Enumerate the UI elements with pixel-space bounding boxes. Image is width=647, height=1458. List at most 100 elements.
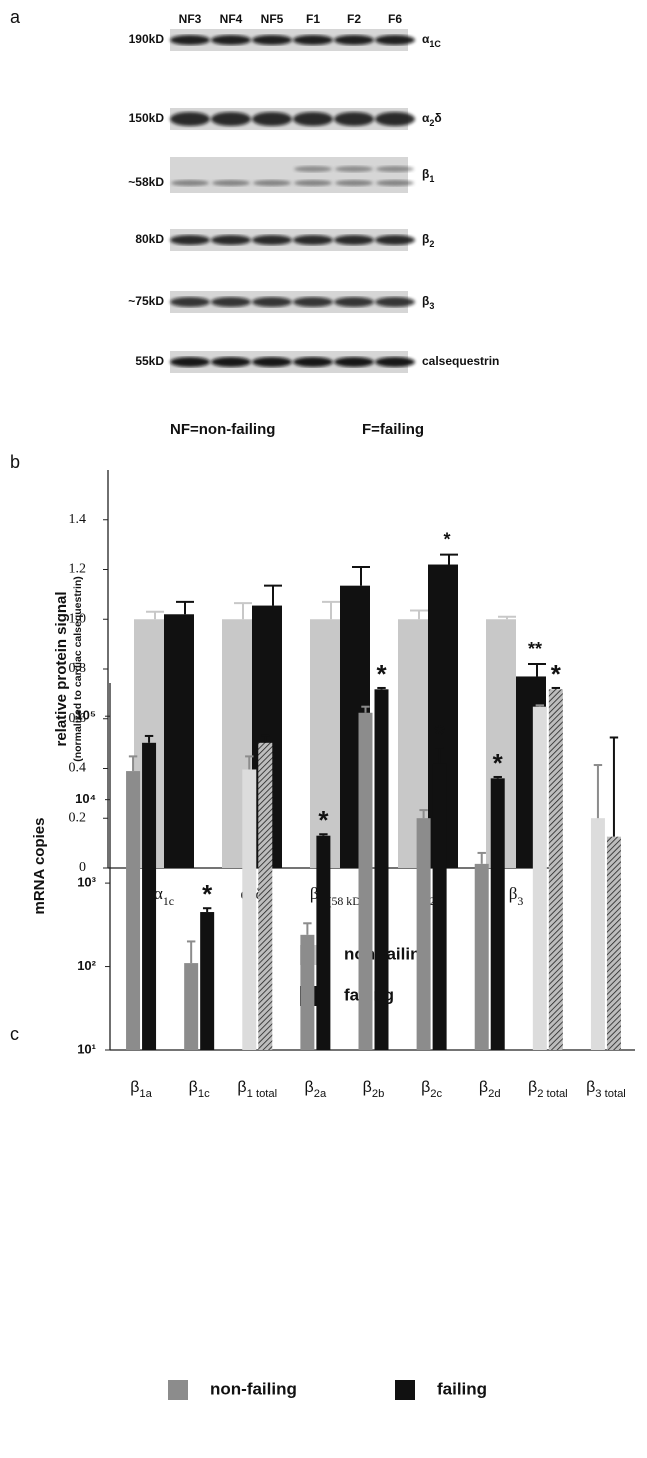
blot-band (376, 180, 414, 186)
size-label: 80kD (135, 232, 164, 246)
bar (549, 689, 563, 1050)
label: α1c (154, 884, 174, 908)
blot-band (211, 235, 251, 245)
bar (164, 614, 194, 868)
label-main: β (421, 1079, 430, 1096)
label-sub: 3 total (595, 1088, 625, 1100)
blot-band (375, 297, 415, 307)
blot-band (253, 180, 291, 186)
bar (258, 743, 272, 1050)
bar (184, 963, 198, 1050)
significance-mark: * (493, 748, 504, 778)
blot-band (375, 112, 415, 126)
y-tick-label: 10⁵ (75, 708, 96, 723)
blot-band (293, 112, 333, 126)
legend-label: non-failing (210, 1379, 297, 1398)
blot-band (375, 35, 415, 45)
panel-label: b (10, 452, 20, 472)
label-sub: 2b (372, 1088, 384, 1100)
label: β2b (363, 1079, 385, 1100)
blot-band (294, 180, 332, 186)
blot-band (335, 166, 373, 172)
label-main: β (509, 884, 518, 903)
label: β1 (422, 167, 434, 184)
label-sub: 1c (198, 1088, 210, 1100)
bar (300, 935, 314, 1050)
label: β2d (479, 1079, 501, 1100)
label-main: β (422, 167, 429, 181)
bar (359, 713, 373, 1050)
label: β1c (189, 1079, 210, 1100)
label-sub: 1a (139, 1088, 152, 1100)
label-main: β (363, 1079, 372, 1096)
y-axis-note: (normalized to cardiac calsequestrin) (72, 576, 84, 762)
size-label: 55kD (135, 354, 164, 368)
y-tick-label: 10⁴ (75, 791, 96, 806)
bar (417, 818, 431, 1050)
y-tick-label: 0 (79, 860, 86, 875)
note: NF=non-failing (170, 421, 275, 438)
bar (475, 864, 489, 1050)
blot-band (211, 357, 251, 367)
label: β3 (509, 884, 524, 908)
label: calsequestrin (422, 354, 499, 368)
blot-band (334, 235, 374, 245)
bar (607, 837, 621, 1050)
bar (200, 912, 214, 1050)
blot-band (334, 35, 374, 45)
label-post: δ (434, 111, 441, 125)
label: β1 total (237, 1079, 277, 1100)
blot-band (170, 35, 210, 45)
bar (591, 818, 605, 1050)
label-sub: 2 (429, 239, 434, 249)
legend-swatch (168, 1380, 188, 1400)
label-main: β (586, 1079, 595, 1096)
blot-band (376, 166, 414, 172)
note: F=failing (362, 421, 424, 438)
lane-label: NF4 (220, 12, 243, 26)
label-sub: 1c (163, 894, 174, 908)
blot-strip (170, 157, 408, 193)
lane-label: NF5 (261, 12, 284, 26)
label-main: β (422, 232, 429, 246)
label-main: β (422, 294, 429, 308)
y-tick-label: 10³ (77, 875, 96, 890)
label: β2a (305, 1079, 327, 1100)
bar (533, 707, 547, 1050)
blot-band (334, 357, 374, 367)
label-main: β (130, 1079, 139, 1096)
blot-band (293, 35, 333, 45)
label: β2c (421, 1079, 442, 1100)
blot-band (211, 112, 251, 126)
page: a NF=non-failing F=failing NF3NF4NF5F1F2… (0, 0, 647, 1458)
significance-mark: * (376, 659, 387, 689)
label: β2 total (528, 1079, 568, 1100)
blot-band (252, 112, 292, 126)
blot-band (293, 357, 333, 367)
significance-mark: * (318, 805, 329, 835)
blot-band (171, 180, 209, 186)
significance-mark: * (435, 719, 446, 749)
size-label: 190kD (129, 32, 165, 46)
panel-label: a (10, 7, 21, 27)
blot-band (252, 297, 292, 307)
size-label: 150kD (129, 111, 165, 125)
bar (126, 771, 140, 1050)
label-main: calsequestrin (422, 354, 499, 368)
lane-label: NF3 (179, 12, 202, 26)
label-sub: 3 (429, 301, 434, 311)
label-sub: 2 total (537, 1088, 567, 1100)
figure: a NF=non-failing F=failing NF3NF4NF5F1F2… (0, 0, 647, 1458)
label-sub: 1C (429, 39, 441, 49)
lane-label: F1 (306, 12, 320, 26)
label-sub: 1 total (247, 1088, 277, 1100)
label: β2 (422, 232, 434, 249)
significance-mark: * (551, 659, 562, 689)
blot-band (212, 180, 250, 186)
label-main: β (189, 1079, 198, 1096)
y-tick-label: 0.4 (69, 761, 87, 776)
label-main: β (479, 1079, 488, 1096)
blot-band (170, 112, 210, 126)
y-tick-label: 10² (77, 958, 96, 973)
blot-band (375, 235, 415, 245)
